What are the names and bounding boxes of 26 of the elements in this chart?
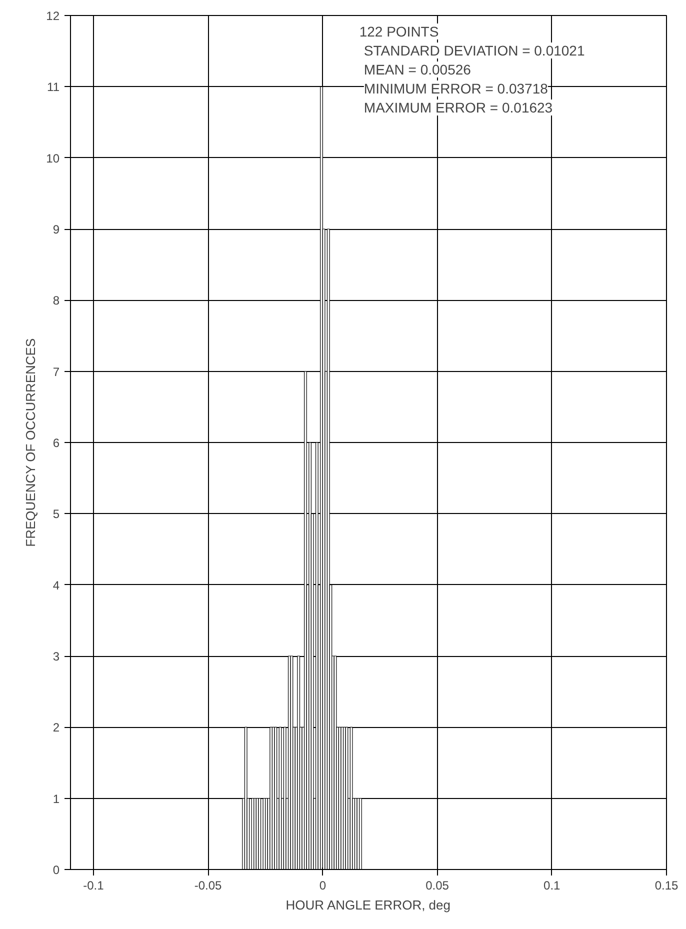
y-tick-label: 12	[46, 9, 60, 23]
y-tick-label: 0	[52, 863, 60, 877]
y-tick-label: 7	[52, 364, 60, 379]
x-tick-label: 0.15	[654, 878, 679, 892]
annotation: 122 POINTS	[359, 24, 439, 40]
y-tick-label: 11	[47, 80, 60, 94]
x-tick-label: 0.05	[426, 878, 450, 892]
x-tick-label: 0	[319, 878, 326, 892]
y-tick-label: 6	[52, 436, 60, 450]
x-tick-label: 0.1	[544, 878, 561, 892]
annotation: MEAN = 0.00526	[364, 62, 472, 78]
y-tick-label: 8	[52, 294, 60, 308]
y-tick-label: 10	[46, 151, 60, 166]
x-tick-label: -0.1	[83, 878, 104, 892]
annotation: MAXIMUM ERROR = 0.01623	[364, 100, 553, 116]
annotation: STANDARD DEVIATION = 0.01021	[364, 42, 585, 58]
x-tick-label: -0.05	[194, 878, 222, 892]
y-tick-label: 3	[52, 650, 60, 664]
annotation: MINIMUM ERROR = 0.03718	[364, 80, 548, 96]
y-tick-label: 1	[52, 792, 60, 806]
y-tick-label: 9	[52, 222, 60, 236]
x-axis-title: HOUR ANGLE ERROR, deg	[286, 898, 450, 912]
y-axis-title: FREQUENCY OF OCCURRENCES	[23, 338, 38, 547]
y-tick-label: 4	[52, 578, 60, 592]
y-tick-label: 5	[52, 507, 60, 522]
y-tick-label: 2	[52, 720, 60, 735]
